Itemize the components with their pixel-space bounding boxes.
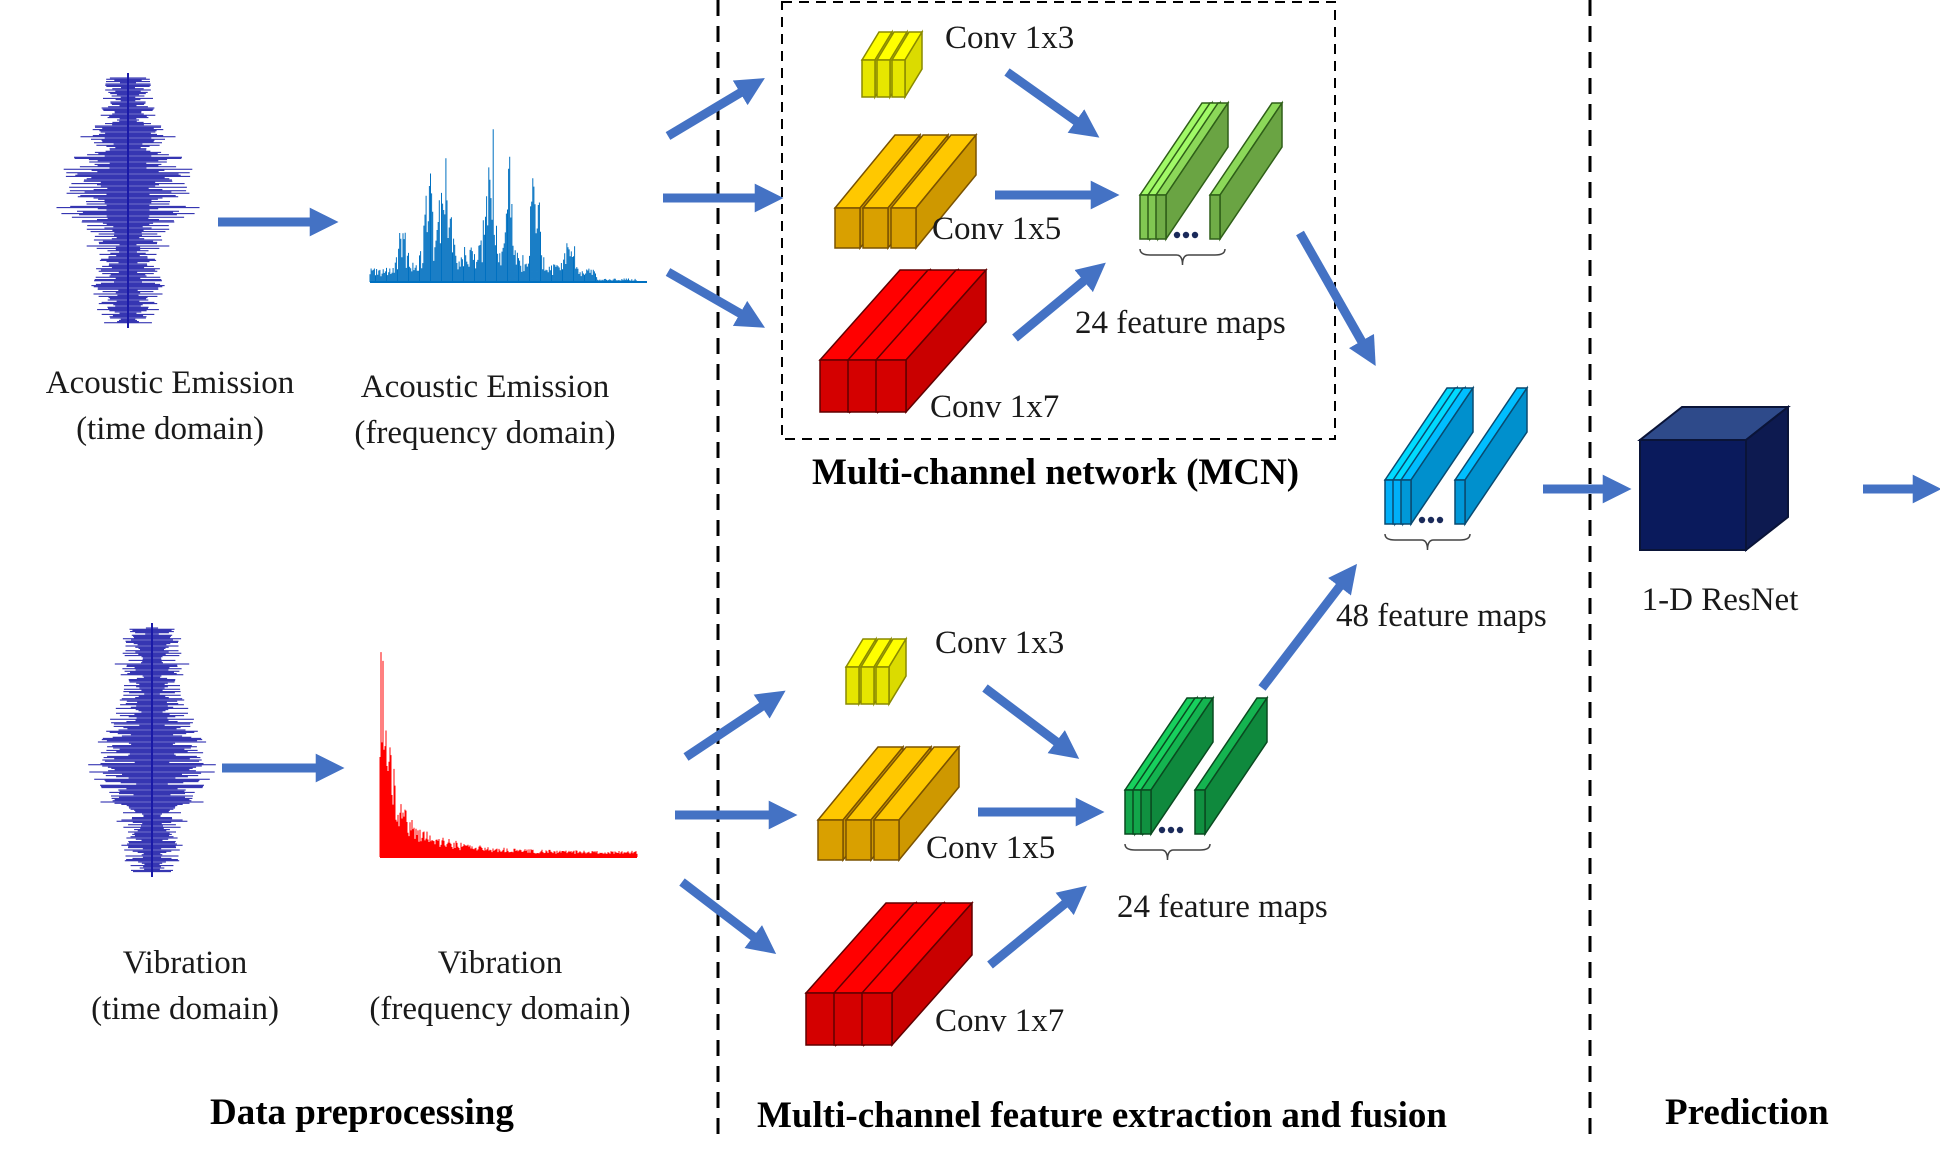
arrow-top-conv3-to-maps [1004,68,1100,138]
vib-freq-label: Vibration (frequency domain) [345,940,655,1032]
ae-time-signal [56,73,200,328]
arrow-bot-conv7-to-maps [987,885,1087,969]
arrow-bot-conv3-to-maps [982,684,1080,759]
bottom-conv7-label: Conv 1x7 [935,1003,1065,1039]
top-conv7-label: Conv 1x7 [930,389,1060,425]
arrow-ae-to-conv3 [665,78,765,140]
top-conv5-label: Conv 1x5 [932,211,1062,247]
mcn-box [781,1,1336,440]
top-conv7-block [818,268,988,414]
section-title-prediction: Prediction [1665,1092,1829,1133]
resnet-label: 1-D ResNet [1641,582,1799,618]
fused-maps-label: 48 feature maps [1336,598,1547,634]
bottom-maps-label: 24 feature maps [1117,889,1328,925]
arrow-top-maps-to-fused [1296,230,1376,367]
bottom-conv3-label: Conv 1x3 [935,625,1065,661]
fused-feature-maps [1383,385,1529,551]
bottom-conv5-block [816,744,961,863]
top-conv5-block [833,132,978,251]
section-title-extraction: Multi-channel feature extraction and fus… [757,1095,1447,1136]
ae-time-label-line1: Acoustic Emission [45,365,295,401]
top-feature-maps [1138,100,1284,266]
arrow-ae-to-conv7 [665,268,765,328]
bottom-conv7-block [804,901,974,1047]
vib-freq-label-line1: Vibration [437,945,563,981]
vibration-time-signal [88,623,216,877]
vib-time-label-line1: Vibration [122,945,248,981]
vib-freq-label-line2: (frequency domain) [369,991,631,1027]
section-title-preprocessing: Data preprocessing [210,1092,514,1133]
ae-time-label: Acoustic Emission (time domain) [20,360,320,452]
bottom-conv5-label: Conv 1x5 [926,830,1056,866]
top-maps-label: 24 feature maps [1075,305,1286,341]
arrow-top-conv7-to-maps [1012,262,1106,342]
ae-time-label-line2: (time domain) [76,411,264,447]
ae-freq-label-line1: Acoustic Emission [360,369,610,405]
ae-freq-label: Acoustic Emission (frequency domain) [335,364,635,456]
bottom-conv3-block [844,636,908,707]
ae-freq-label-line2: (frequency domain) [354,415,616,451]
top-conv3-block [860,29,924,100]
top-conv3-label: Conv 1x3 [945,20,1075,56]
arrow-bot-maps-to-fused [1258,563,1358,691]
arrow-vib-to-conv7 [679,878,777,954]
ae-frequency-spectrum [369,129,647,283]
vibration-frequency-spectrum [379,652,638,858]
vib-time-label: Vibration (time domain) [40,940,330,1032]
resnet-cube [1637,404,1791,553]
vib-time-label-line2: (time domain) [91,991,279,1027]
mcn-title: Multi-channel network (MCN) [812,452,1300,493]
bottom-feature-maps [1123,695,1269,861]
arrow-vib-to-conv3 [683,690,786,761]
